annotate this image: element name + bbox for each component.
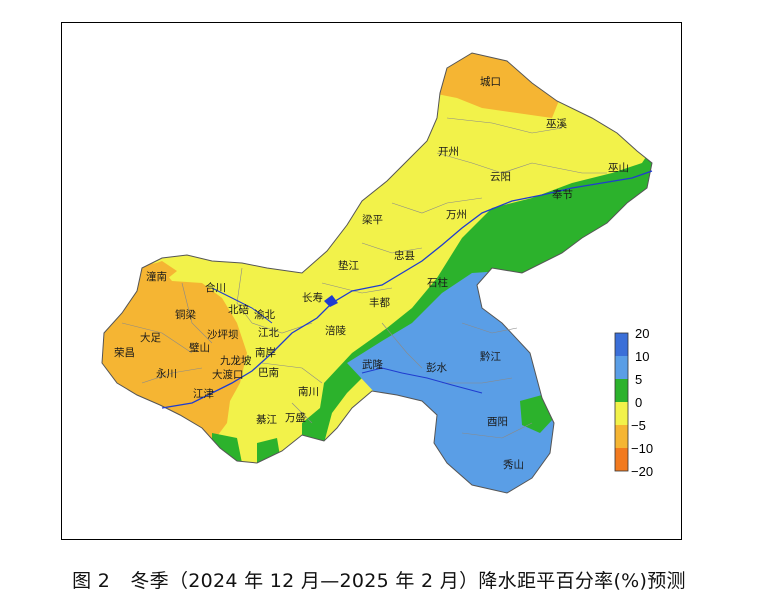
legend-swatch-10-to-20 <box>615 333 628 356</box>
legend-swatch-minus10-to-minus5 <box>615 425 628 448</box>
district-label: 铜梁 <box>175 308 196 321</box>
color-legend: 20 10 5 0 −5 −10 −20 <box>614 326 653 479</box>
district-label: 合川 <box>205 281 226 294</box>
district-label: 万州 <box>446 209 467 221</box>
district-label: 北碚 <box>228 303 249 316</box>
legend-swatch-minus20-to-minus10 <box>615 448 628 471</box>
district-label: 云阳 <box>490 171 511 183</box>
legend-tick-minus10: −10 <box>631 441 653 456</box>
province-boundary <box>101 52 653 494</box>
legend-tick-5: 5 <box>635 372 642 387</box>
zone-minus5-to-minus10-tongnan <box>142 261 177 283</box>
district-label: 彭水 <box>426 361 447 374</box>
district-label: 酉阳 <box>487 416 508 428</box>
district-label: 石柱 <box>427 276 448 289</box>
district-label: 渝北 <box>254 308 275 321</box>
district-label: 巫山 <box>608 162 629 174</box>
district-label: 江北 <box>258 327 279 339</box>
district-label: 南川 <box>298 385 319 398</box>
legend-tick-10: 10 <box>635 349 649 364</box>
legend-tick-20: 20 <box>635 326 649 341</box>
legend-swatch-0-to-5 <box>615 379 628 402</box>
district-label: 荣昌 <box>114 347 135 359</box>
district-label: 丰都 <box>369 296 390 309</box>
legend-swatch-5-to-10 <box>615 356 628 379</box>
district-label: 沙坪坝 <box>207 328 239 341</box>
district-label: 秀山 <box>503 459 524 471</box>
legend-border <box>614 332 629 472</box>
figure-caption-text: 冬季（2024 年 12 月—2025 年 2 月）降水距平百分率(%)预测 <box>130 570 686 592</box>
district-label: 武隆 <box>362 358 383 371</box>
map-frame: 城口巫溪开州巫山云阳奉节万州 梁平垫江 忠县潼南合川 石柱长寿 丰都铜梁 北碚 渝北大足 沙坪… <box>61 22 682 540</box>
wu-river <box>361 367 483 394</box>
district-label: 大足 <box>140 331 161 344</box>
figure-caption: 图 2 冬季（2024 年 12 月—2025 年 2 月）降水距平百分率(%)… <box>0 566 758 593</box>
district-label: 梁平 <box>362 213 383 226</box>
legend-tick-minus20: −20 <box>631 464 653 479</box>
changshou-lake <box>324 295 338 307</box>
legend-tick-minus5: −5 <box>631 418 646 433</box>
district-label: 綦江 <box>256 413 277 426</box>
legend-swatch-minus5-to-0 <box>615 402 628 425</box>
district-label: 大渡口 <box>212 368 244 381</box>
district-label: 开州 <box>438 146 459 158</box>
district-label: 奉节 <box>552 188 573 201</box>
yangtze-river <box>161 170 653 409</box>
district-label: 巫溪 <box>546 118 567 130</box>
district-label: 南岸 <box>255 346 276 359</box>
district-label: 垫江 <box>338 259 359 272</box>
jialing-river <box>211 287 273 324</box>
district-label: 璧山 <box>189 341 210 354</box>
district-label: 忠县 <box>394 250 415 262</box>
district-label: 万盛 <box>285 411 306 424</box>
district-label: 江津 <box>193 388 214 400</box>
district-label: 九龙坡 <box>220 354 252 367</box>
district-label: 黔江 <box>480 350 501 363</box>
district-label: 永川 <box>156 367 177 380</box>
district-label: 城口 <box>480 76 501 88</box>
district-label: 涪陵 <box>325 324 346 337</box>
legend-tick-0: 0 <box>635 395 642 410</box>
district-label: 潼南 <box>146 270 167 283</box>
figure-label: 图 2 <box>72 570 111 592</box>
district-label: 巴南 <box>258 366 279 379</box>
district-label: 长寿 <box>302 291 323 304</box>
